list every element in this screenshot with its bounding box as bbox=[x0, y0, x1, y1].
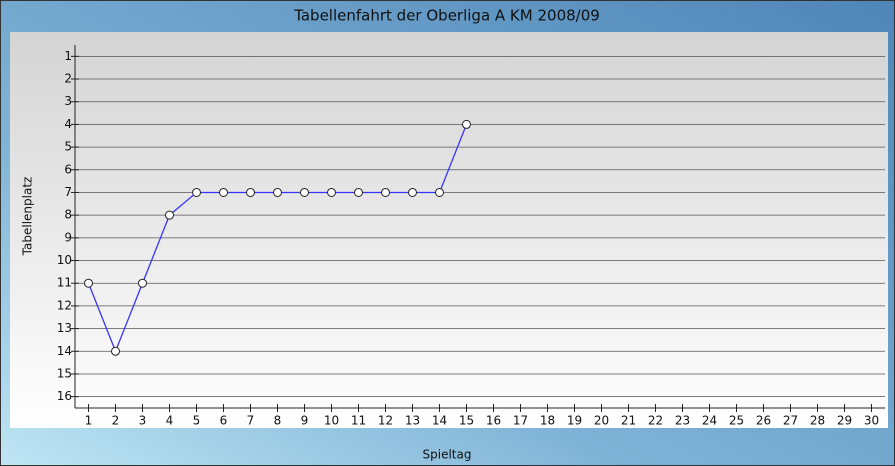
x-tick-label: 18 bbox=[540, 414, 555, 428]
y-axis-label: Tabellenplatz bbox=[21, 177, 35, 257]
x-tick-label: 27 bbox=[783, 414, 798, 428]
point bbox=[462, 119, 471, 129]
x-tick-label: 1 bbox=[85, 414, 93, 428]
point bbox=[273, 187, 282, 197]
y-tick-label: 16 bbox=[57, 389, 72, 403]
y-tick-label: 2 bbox=[64, 72, 72, 86]
x-tick-label: 8 bbox=[274, 414, 282, 428]
x-tick-label: 15 bbox=[459, 414, 474, 428]
point bbox=[84, 278, 93, 288]
x-tick-label: 26 bbox=[756, 414, 771, 428]
x-tick-label: 5 bbox=[193, 414, 201, 428]
x-tick-label: 29 bbox=[837, 414, 852, 428]
point bbox=[408, 187, 417, 197]
plot-panel bbox=[10, 32, 888, 428]
y-tick-label: 13 bbox=[57, 321, 72, 335]
x-tick-label: 6 bbox=[220, 414, 228, 428]
y-tick-label: 6 bbox=[64, 162, 72, 176]
point bbox=[138, 278, 147, 288]
point bbox=[354, 187, 363, 197]
y-tick-label: 7 bbox=[64, 185, 72, 199]
y-tick-label: 15 bbox=[57, 366, 72, 380]
y-tick-label: 11 bbox=[57, 276, 72, 290]
y-tick-label: 12 bbox=[57, 298, 72, 312]
x-tick-label: 2 bbox=[112, 414, 120, 428]
point bbox=[219, 187, 228, 197]
x-axis-label: Spieltag bbox=[423, 448, 472, 462]
point bbox=[381, 187, 390, 197]
x-tick-label: 10 bbox=[324, 414, 339, 428]
x-tick-label: 4 bbox=[166, 414, 174, 428]
x-tick-label: 3 bbox=[139, 414, 147, 428]
x-tick-label: 25 bbox=[729, 414, 744, 428]
y-tick-label: 10 bbox=[57, 253, 72, 267]
x-tick-label: 17 bbox=[513, 414, 528, 428]
chart-title: Tabellenfahrt der Oberliga A KM 2008/09 bbox=[293, 7, 600, 25]
x-tick-label: 16 bbox=[486, 414, 501, 428]
point bbox=[192, 187, 201, 197]
x-tick-label: 21 bbox=[621, 414, 636, 428]
point bbox=[327, 187, 336, 197]
x-tick-label: 23 bbox=[675, 414, 690, 428]
y-tick-label: 4 bbox=[64, 117, 72, 131]
point bbox=[300, 187, 309, 197]
x-tick-label: 11 bbox=[351, 414, 366, 428]
x-tick-label: 20 bbox=[594, 414, 609, 428]
x-tick-label: 7 bbox=[247, 414, 255, 428]
y-tick-label: 9 bbox=[64, 230, 72, 244]
x-tick-label: 22 bbox=[648, 414, 663, 428]
y-tick-label: 8 bbox=[64, 208, 72, 222]
x-tick-label: 19 bbox=[567, 414, 582, 428]
x-tick-label: 28 bbox=[810, 414, 825, 428]
x-tick-label: 14 bbox=[432, 414, 447, 428]
y-tick-label: 5 bbox=[64, 140, 72, 154]
y-tick-label: 14 bbox=[57, 344, 72, 358]
point bbox=[165, 210, 174, 220]
x-tick-label: 13 bbox=[405, 414, 420, 428]
point bbox=[246, 187, 255, 197]
y-tick-label: 1 bbox=[64, 49, 72, 63]
x-tick-label: 9 bbox=[301, 414, 309, 428]
x-tick-label: 30 bbox=[864, 414, 879, 428]
point bbox=[111, 346, 120, 356]
x-tick-label: 24 bbox=[702, 414, 717, 428]
point bbox=[435, 187, 444, 197]
x-tick-label: 12 bbox=[378, 414, 393, 428]
y-tick-label: 3 bbox=[64, 94, 72, 108]
